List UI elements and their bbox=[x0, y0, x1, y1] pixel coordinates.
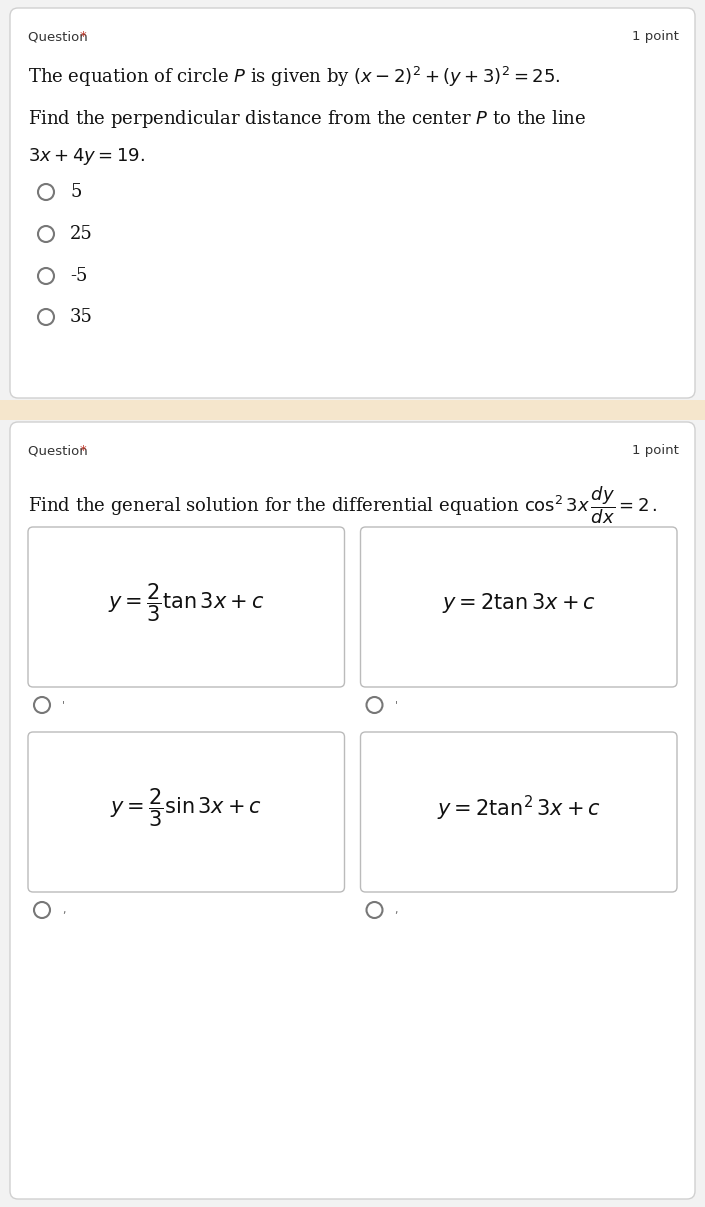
Text: *: * bbox=[80, 444, 87, 457]
Text: 25: 25 bbox=[70, 225, 93, 243]
Text: 35: 35 bbox=[70, 308, 93, 326]
Text: 1 point: 1 point bbox=[632, 444, 679, 457]
Text: $y=\dfrac{2}{3}\tan 3x+c$: $y=\dfrac{2}{3}\tan 3x+c$ bbox=[108, 582, 264, 624]
FancyBboxPatch shape bbox=[28, 527, 345, 687]
Text: *: * bbox=[80, 30, 87, 43]
Text: ,: , bbox=[395, 905, 398, 915]
Text: -5: -5 bbox=[70, 267, 87, 285]
Text: $y=2\tan^2 3x+c$: $y=2\tan^2 3x+c$ bbox=[437, 793, 601, 823]
Text: ': ' bbox=[62, 700, 65, 710]
Text: Question: Question bbox=[28, 30, 92, 43]
FancyBboxPatch shape bbox=[28, 731, 345, 892]
Text: Find the perpendicular distance from the center $P$ to the line: Find the perpendicular distance from the… bbox=[28, 107, 586, 130]
Text: Question: Question bbox=[28, 444, 92, 457]
Text: The equation of circle $P$ is given by $(x-2)^2+(y+3)^2 = 25.$: The equation of circle $P$ is given by $… bbox=[28, 65, 560, 89]
FancyBboxPatch shape bbox=[360, 527, 677, 687]
FancyBboxPatch shape bbox=[360, 731, 677, 892]
Text: ': ' bbox=[395, 700, 398, 710]
Text: ,: , bbox=[62, 905, 66, 915]
Text: 1 point: 1 point bbox=[632, 30, 679, 43]
Text: $3x+4y=19.$: $3x+4y=19.$ bbox=[28, 146, 145, 167]
FancyBboxPatch shape bbox=[10, 8, 695, 398]
Text: 5: 5 bbox=[70, 183, 81, 202]
Text: $y=\dfrac{2}{3}\sin 3x+c$: $y=\dfrac{2}{3}\sin 3x+c$ bbox=[110, 787, 262, 829]
FancyBboxPatch shape bbox=[10, 422, 695, 1199]
Bar bbox=[0, 400, 705, 420]
Text: $y=2\tan 3x+c$: $y=2\tan 3x+c$ bbox=[442, 591, 596, 616]
Text: Find the general solution for the differential equation $\cos^2 3x\,\dfrac{dy}{d: Find the general solution for the differ… bbox=[28, 484, 658, 525]
